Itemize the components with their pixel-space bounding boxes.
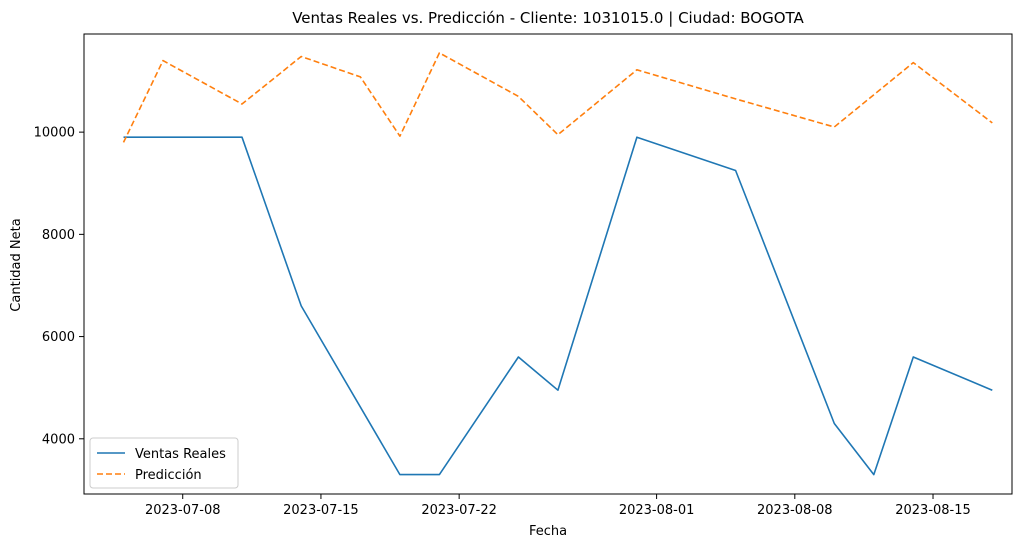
x-tick-label: 2023-08-15 <box>895 503 971 518</box>
x-tick-label: 2023-07-15 <box>283 503 359 518</box>
y-axis: 4000 6000 8000 10000 <box>34 126 84 447</box>
x-tick-label: 2023-07-08 <box>145 503 221 518</box>
x-tick-label: 2023-07-22 <box>421 503 497 518</box>
legend-box <box>89 437 239 489</box>
y-tick-label: 6000 <box>42 330 75 345</box>
series-line-prediccion <box>122 52 993 143</box>
series-line-ventas-reales <box>123 136 993 476</box>
y-tick-label: 8000 <box>42 228 75 243</box>
y-axis-label: Cantidad Neta <box>9 218 24 311</box>
legend: Ventas Reales Predicción <box>89 437 239 489</box>
x-axis-label: Fecha <box>529 524 567 539</box>
legend-label-ventas-reales: Ventas Reales <box>135 447 226 462</box>
x-axis: 2023-07-08 2023-07-15 2023-07-22 2023-08-01… <box>145 494 971 518</box>
x-tick-label: 2023-08-01 <box>619 503 695 518</box>
chart-title: Ventas Reales vs. Predicción - Cliente: … <box>292 9 804 27</box>
legend-label-prediccion: Predicción <box>135 468 202 483</box>
y-tick-label: 4000 <box>42 432 75 447</box>
x-tick-label: 2023-08-08 <box>757 503 833 518</box>
y-tick-label: 10000 <box>34 126 75 141</box>
plot-frame <box>83 33 1013 495</box>
series-lines <box>122 52 993 476</box>
